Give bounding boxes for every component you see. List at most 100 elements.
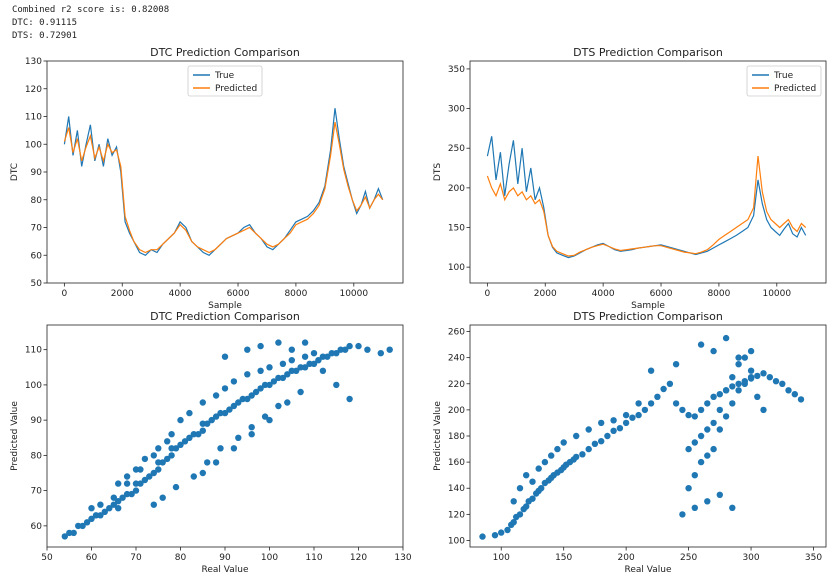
dtc-scatter-point — [186, 434, 193, 441]
dts-scatter-point — [504, 526, 511, 534]
dtc-scatter-point — [212, 459, 220, 466]
dts-scatter-point — [560, 439, 567, 446]
dts-scatter-point — [691, 472, 698, 479]
dts-scatter-point — [697, 432, 705, 440]
dts-line-ytick-label: 300 — [448, 105, 465, 115]
dts-scatter-point — [647, 400, 655, 407]
dtc-scatter-point — [284, 371, 291, 378]
dts-line-legend-label-true: True — [773, 71, 794, 81]
dtc-scatter-xtick-label: 90 — [219, 553, 231, 563]
dtc-scatter-point — [101, 508, 109, 515]
dts-line-xtick-label: 10000 — [762, 289, 791, 299]
dtc-scatter-point — [190, 431, 197, 438]
dts-line-legend-label-predicted: Predicted — [774, 84, 816, 94]
dts-line-title: DTS Prediction Comparison — [573, 46, 723, 59]
dts-scatter-point — [797, 396, 805, 403]
dtc-line-xtick-label: 6000 — [227, 289, 250, 299]
dtc-scatter-point — [386, 346, 393, 353]
dts-scatter-ytick-label: 120 — [448, 510, 465, 520]
dtc-scatter-point — [168, 431, 175, 438]
dtc-scatter-point — [199, 399, 206, 406]
dts-scatter-point — [529, 495, 536, 502]
dtc-scatter-point — [168, 445, 175, 452]
dts-scatter-point — [604, 432, 611, 440]
dts-scatter-point — [535, 465, 542, 472]
dts-scatter-point — [729, 504, 736, 511]
dts-scatter-point — [635, 400, 642, 407]
dts-line-ytick-label: 100 — [448, 263, 465, 273]
dts-line-ytick-label: 150 — [448, 224, 465, 234]
dtc-scatter-point — [123, 490, 131, 498]
dtc-scatter-point — [137, 480, 144, 487]
dtc-scatter-point — [319, 367, 327, 374]
dtc-scatter-point — [293, 367, 300, 374]
dts-scatter-xtick-label: 300 — [742, 553, 759, 563]
dtc-scatter-xtick-label: 100 — [261, 553, 278, 563]
dtc-line-ytick-label: 60 — [31, 251, 43, 261]
dtc-scatter-point — [115, 498, 122, 505]
dts-line-xtick-label: 2000 — [534, 289, 557, 299]
dtc-line-xtick-label: 10000 — [339, 289, 368, 299]
dts-scatter-point — [573, 432, 580, 440]
dts-scatter-point — [741, 354, 748, 361]
dtc-scatter-point — [70, 529, 77, 537]
dts-line-series-true — [486, 136, 807, 259]
dtc-scatter-point — [181, 438, 189, 445]
dtc-scatter-xtick-label: 110 — [305, 553, 322, 563]
dtc-scatter-point — [226, 406, 233, 413]
dtc-scatter-point — [150, 501, 157, 508]
dts-scatter-xtick-label: 250 — [680, 553, 697, 563]
dtc-scatter-point — [270, 378, 278, 385]
dtc-scatter-point — [275, 402, 282, 410]
dts-scatter-title: DTS Prediction Comparison — [573, 310, 723, 323]
dts-scatter-point — [691, 504, 698, 511]
dts-line-ytick-label: 250 — [448, 144, 465, 154]
dts-scatter-point — [729, 374, 736, 381]
dtc-scatter-point — [190, 473, 197, 480]
dts-line-xlabel: Sample — [631, 301, 665, 311]
dtc-line-xtick-label: 4000 — [169, 289, 192, 299]
dts-scatter-point — [760, 406, 767, 414]
dtc-scatter-point — [306, 360, 313, 367]
dts-scatter-point — [523, 503, 530, 510]
dts-scatter-point — [616, 425, 624, 432]
dtc-scatter-point — [132, 466, 140, 473]
dtc-scatter-point — [212, 413, 220, 420]
dtc-scatter-point — [159, 494, 166, 501]
dtc-scatter-point — [266, 416, 273, 424]
dtc-scatter-point — [275, 374, 282, 382]
dtc-scatter-point — [164, 438, 171, 445]
dtc-scatter-point — [221, 353, 229, 360]
dtc-scatter-point — [110, 494, 118, 501]
dtc-scatter-point — [146, 473, 153, 480]
dtc-scatter-point — [172, 445, 180, 452]
dts-scatter-point — [747, 347, 755, 355]
dts-scatter-point — [716, 406, 723, 414]
dts-scatter-point — [716, 491, 723, 498]
dtc-scatter-point — [155, 466, 162, 473]
dtc-scatter-point — [266, 381, 273, 389]
dtc-scatter-point — [248, 424, 255, 431]
dtc-scatter-point — [79, 522, 86, 530]
dts-scatter-point — [710, 419, 717, 427]
dtc-scatter-point — [288, 367, 295, 374]
dtc-scatter-point — [97, 501, 104, 508]
dts-scatter-point — [691, 413, 698, 420]
dtc-scatter-ytick-label: 80 — [31, 451, 43, 461]
dtc-line-legend: True Predicted — [187, 65, 263, 97]
dtc-scatter-point — [168, 452, 175, 459]
dtc-scatter-point — [324, 353, 331, 360]
dts-scatter-ytick-label: 200 — [448, 406, 465, 416]
dts-scatter-point — [772, 378, 780, 385]
dtc-scatter-point — [310, 350, 318, 357]
dts-line-ytick-label: 200 — [448, 184, 465, 194]
dtc-scatter-point — [195, 431, 202, 438]
dts-line-frame — [469, 60, 827, 284]
dts-scatter-point — [691, 439, 698, 446]
dts-scatter-point — [516, 485, 524, 492]
dts-scatter-point — [579, 451, 586, 458]
dtc-scatter-point — [83, 519, 91, 526]
dtc-scatter-xtick-label: 50 — [41, 553, 53, 563]
dtc-scatter-point — [123, 480, 131, 487]
